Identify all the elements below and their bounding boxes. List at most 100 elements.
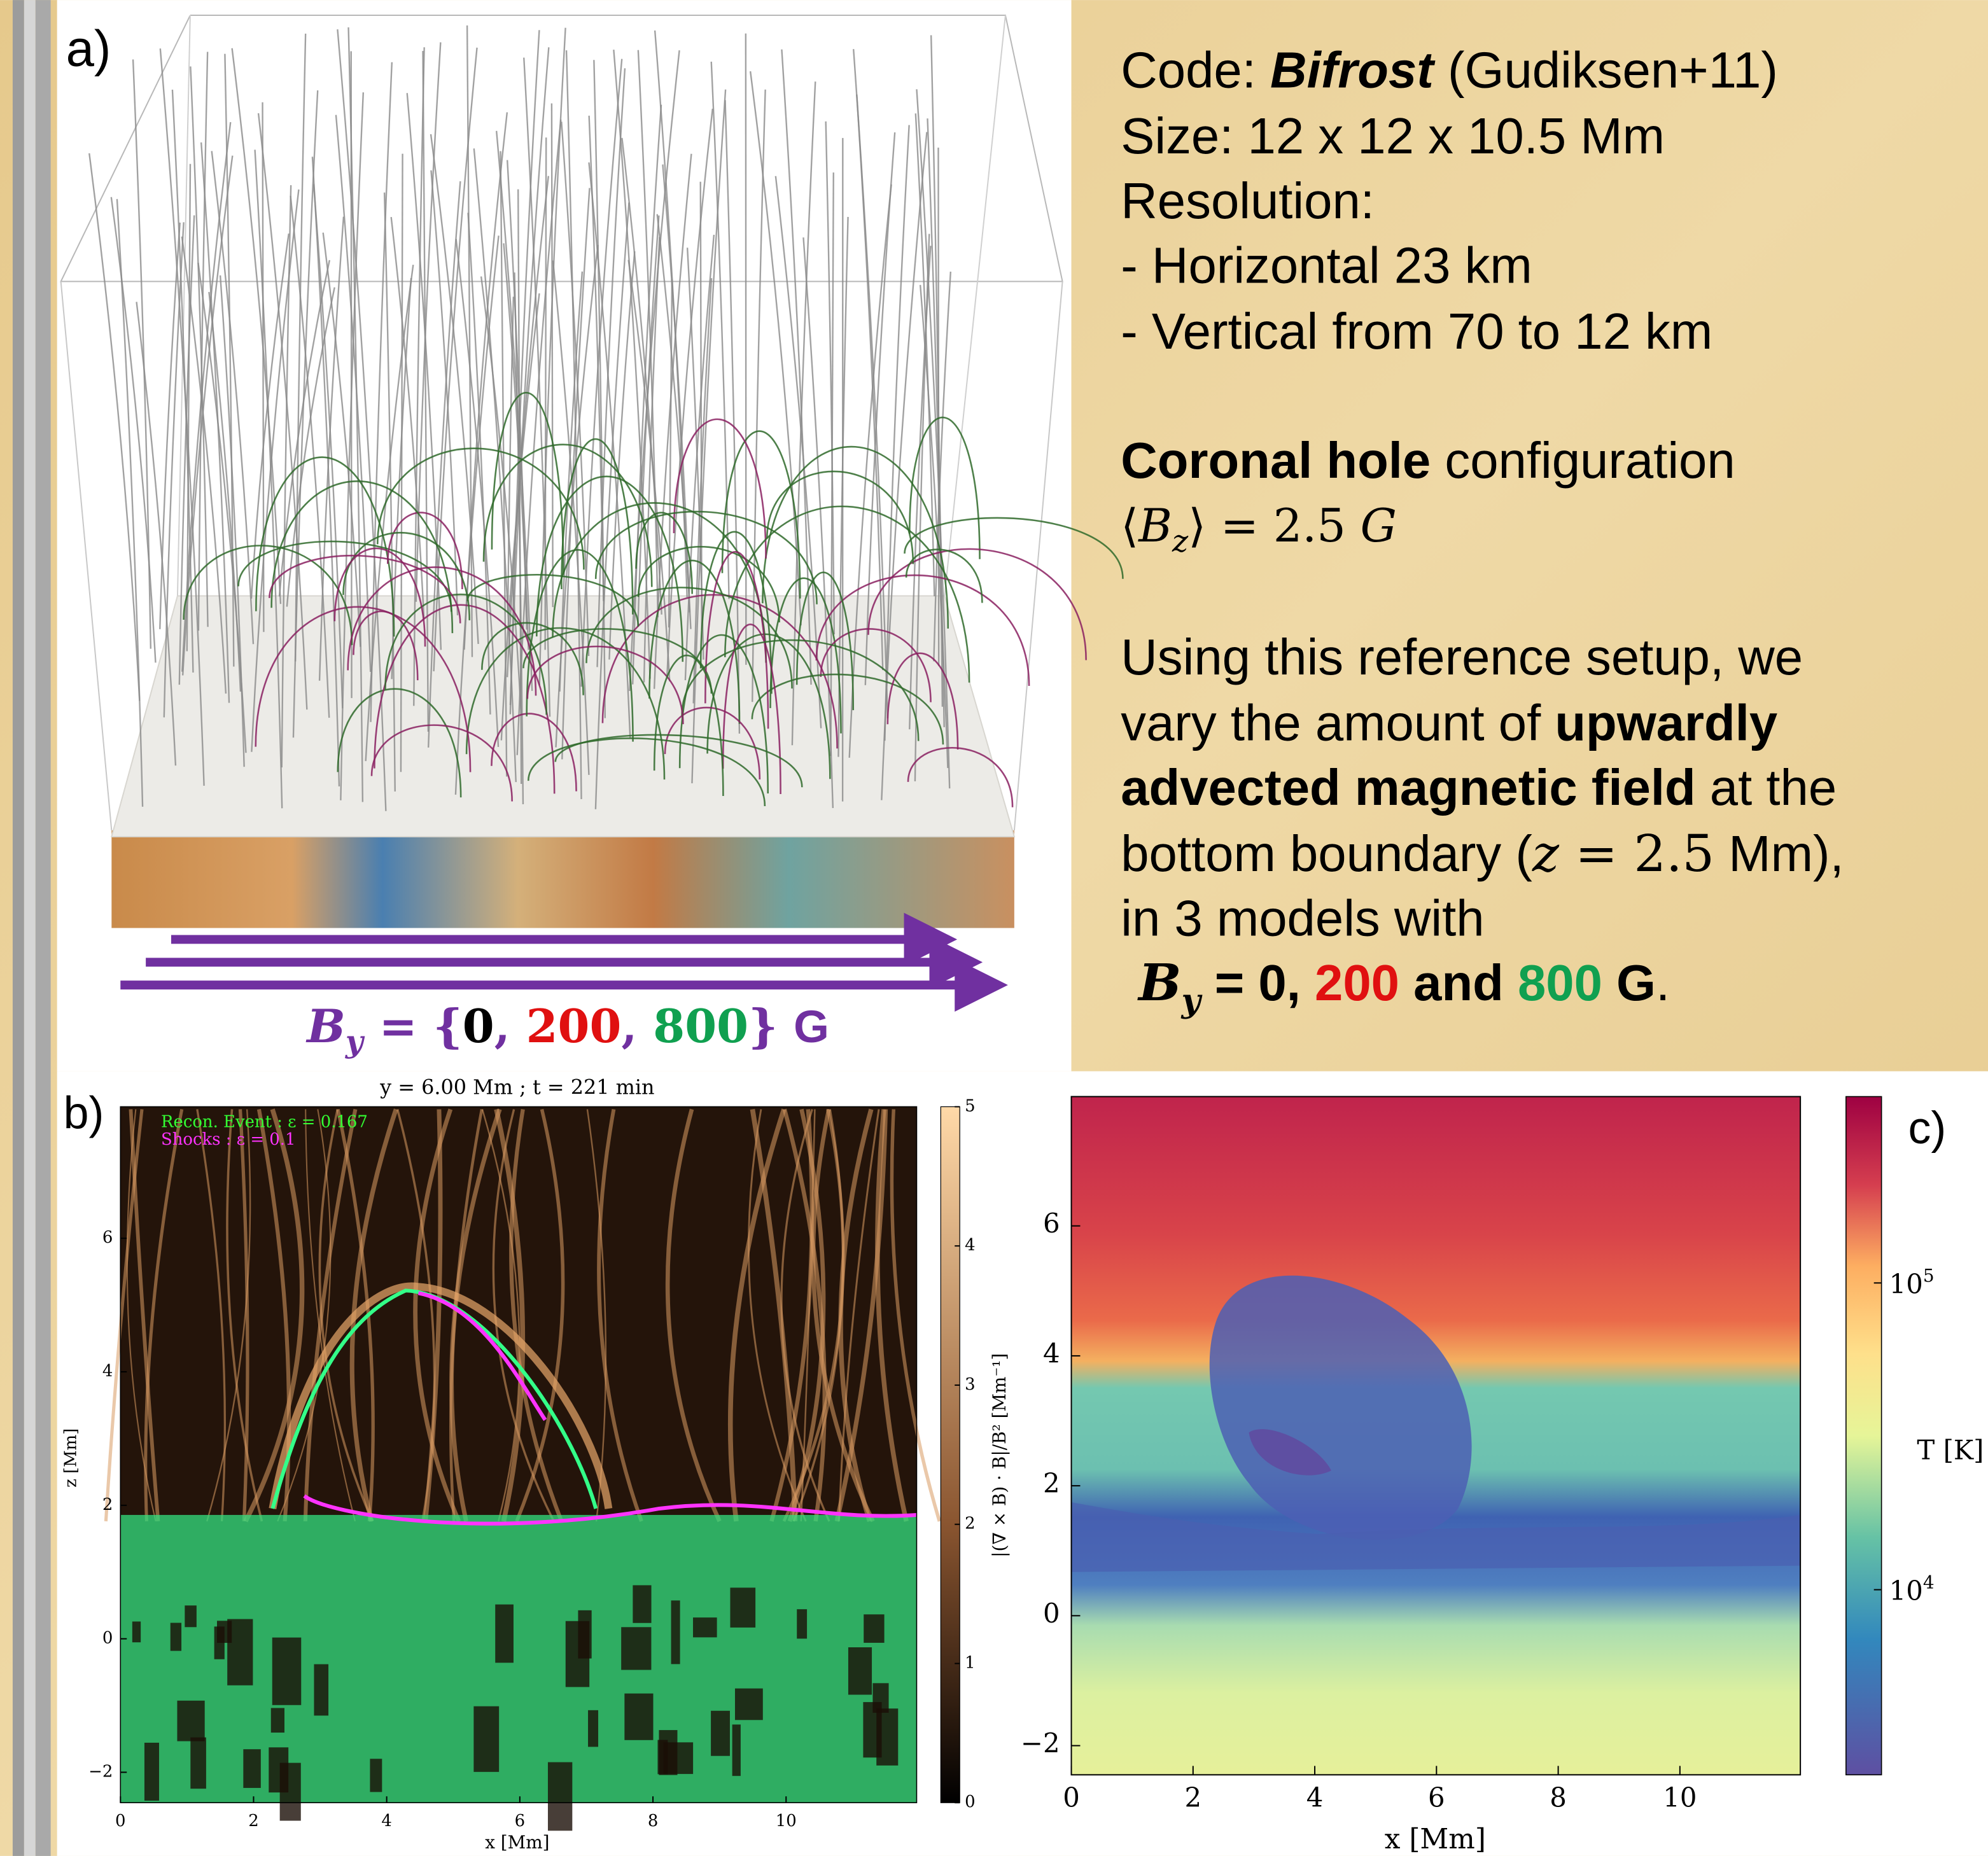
dark-patch bbox=[848, 1647, 872, 1695]
panel-label: c) bbox=[1908, 1103, 1946, 1154]
x-tick-label: 8 bbox=[648, 1811, 658, 1831]
x-tick-label: 0 bbox=[1063, 1782, 1080, 1813]
colorbar-tick-label: 4 bbox=[965, 1236, 975, 1255]
text: G bbox=[1602, 954, 1656, 1011]
side-strip bbox=[36, 0, 51, 1856]
info-line: Coronal hole configuration bbox=[1121, 432, 1735, 489]
y-tick-label: −2 bbox=[88, 1762, 113, 1781]
y-tick-label: 0 bbox=[102, 1629, 113, 1648]
y-tick-label: −2 bbox=[1021, 1727, 1060, 1759]
subscript: z bbox=[1172, 524, 1189, 559]
text: (Gudiksen+11) bbox=[1434, 42, 1778, 99]
dark-patch bbox=[280, 1763, 301, 1821]
dark-patch bbox=[227, 1619, 253, 1685]
x-tick-label: 2 bbox=[1184, 1782, 1201, 1813]
dark-patch bbox=[314, 1664, 328, 1716]
info-line: vary the amount of upwardly bbox=[1121, 695, 1777, 751]
text: = 2.5 bbox=[1559, 824, 1714, 883]
dark-patch bbox=[624, 1694, 653, 1740]
text: ⟩ = 2.5 bbox=[1188, 499, 1361, 552]
dark-patch bbox=[657, 1740, 668, 1775]
colorbar-label: T [K] bbox=[1917, 1434, 1984, 1465]
info-line: - Horizontal 23 km bbox=[1121, 237, 1532, 293]
slab bbox=[111, 830, 1014, 928]
colorbar-tick-label: 0 bbox=[965, 1792, 975, 1811]
text: configuration bbox=[1431, 432, 1735, 489]
dark-patch bbox=[588, 1710, 598, 1747]
x-tick-label: 6 bbox=[1428, 1782, 1445, 1813]
symbol: B bbox=[305, 1000, 346, 1053]
symbol: B bbox=[1137, 952, 1181, 1012]
info-line: Code: Bifrost (Gudiksen+11) bbox=[1121, 42, 1778, 99]
dark-patch bbox=[243, 1749, 260, 1788]
dark-patch bbox=[621, 1627, 651, 1670]
x-tick-label: 4 bbox=[1306, 1782, 1324, 1813]
dark-patch bbox=[872, 1683, 888, 1713]
legend-entry: Shocks : ε = 0.1 bbox=[161, 1130, 295, 1149]
colorbar-label: |(∇ × B) · B|/B² [Mm⁻¹] bbox=[989, 1353, 1010, 1558]
text: } bbox=[748, 1000, 794, 1053]
dark-patch bbox=[735, 1689, 763, 1720]
x-tick-label: 2 bbox=[248, 1811, 258, 1831]
field-line bbox=[545, 137, 547, 650]
x-tick-label: 4 bbox=[381, 1811, 391, 1831]
info-line: - Vertical from 70 to 12 km bbox=[1121, 303, 1712, 359]
dark-patch bbox=[171, 1623, 181, 1651]
info-line: Resolution: bbox=[1121, 172, 1375, 229]
x-tick-label: 10 bbox=[1663, 1782, 1697, 1813]
dark-patch bbox=[271, 1708, 284, 1733]
text: Bifrost bbox=[1270, 42, 1436, 99]
y-tick-label: 6 bbox=[102, 1228, 113, 1247]
subscript: y bbox=[1180, 981, 1203, 1020]
dark-patch bbox=[214, 1626, 225, 1659]
text: vary the amount of bbox=[1121, 695, 1555, 751]
y-tick-label: 4 bbox=[1043, 1337, 1060, 1369]
y-axis-label: z [Mm] bbox=[62, 1428, 81, 1488]
y-tick-label: 6 bbox=[1043, 1208, 1060, 1239]
plot-title: y = 6.00 Mm ; t = 221 min bbox=[379, 1075, 654, 1099]
text: advected magnetic field bbox=[1121, 759, 1695, 816]
x-axis-label: x [Mm] bbox=[485, 1832, 549, 1853]
x-axis-label: x [Mm] bbox=[1385, 1823, 1486, 1855]
dark-patch bbox=[495, 1605, 514, 1663]
dark-patch bbox=[633, 1585, 651, 1622]
y-tick-label: 2 bbox=[102, 1495, 113, 1514]
info-line: ⟨Bz⟩ = 2.5 G bbox=[1121, 499, 1397, 559]
y-tick-label: 2 bbox=[1043, 1468, 1060, 1499]
dark-patch bbox=[711, 1711, 730, 1756]
text: , bbox=[494, 1000, 526, 1053]
text: and bbox=[1399, 954, 1518, 1011]
text: , bbox=[621, 1000, 653, 1053]
text: bottom boundary ( bbox=[1121, 825, 1532, 882]
y-tick-label: 4 bbox=[102, 1362, 113, 1381]
legend-entry: Recon. Event : ε = 0.167 bbox=[161, 1112, 368, 1131]
text: = 0, bbox=[1201, 954, 1315, 1011]
dark-patch bbox=[370, 1759, 382, 1792]
x-tick-label: 8 bbox=[1550, 1782, 1567, 1813]
value: 0 bbox=[463, 1000, 494, 1053]
dark-patch bbox=[671, 1600, 680, 1664]
dark-patch bbox=[730, 1587, 755, 1628]
panel-label: b) bbox=[64, 1087, 104, 1138]
poster: a) By = {0, 200, 800} G Code: Bifrost (G… bbox=[0, 0, 1988, 1856]
value: 800 bbox=[653, 1000, 748, 1053]
dark-patch bbox=[864, 1614, 884, 1643]
dark-patch bbox=[876, 1708, 898, 1766]
symbol: B bbox=[1137, 499, 1172, 552]
dark-patch bbox=[185, 1605, 197, 1627]
field-line bbox=[351, 52, 352, 699]
tick-base: 10 bbox=[1889, 1268, 1923, 1299]
dark-patch bbox=[132, 1621, 141, 1642]
colorbar-tick-label: 1 bbox=[965, 1653, 975, 1672]
text: Mm), bbox=[1714, 825, 1844, 882]
symbol: G bbox=[1361, 499, 1397, 552]
text: upwardly bbox=[1555, 695, 1777, 751]
colorbar-tick-label: 5 bbox=[965, 1096, 975, 1115]
colorbar bbox=[941, 1106, 960, 1803]
text: Code: bbox=[1121, 42, 1270, 99]
text: Coronal hole bbox=[1121, 432, 1431, 489]
y-tick-label: 0 bbox=[1043, 1598, 1060, 1629]
text: ⟨ bbox=[1121, 499, 1138, 552]
by-label: By = {0, 200, 800} G bbox=[305, 1000, 829, 1060]
tick-exponent: 4 bbox=[1923, 1572, 1935, 1593]
